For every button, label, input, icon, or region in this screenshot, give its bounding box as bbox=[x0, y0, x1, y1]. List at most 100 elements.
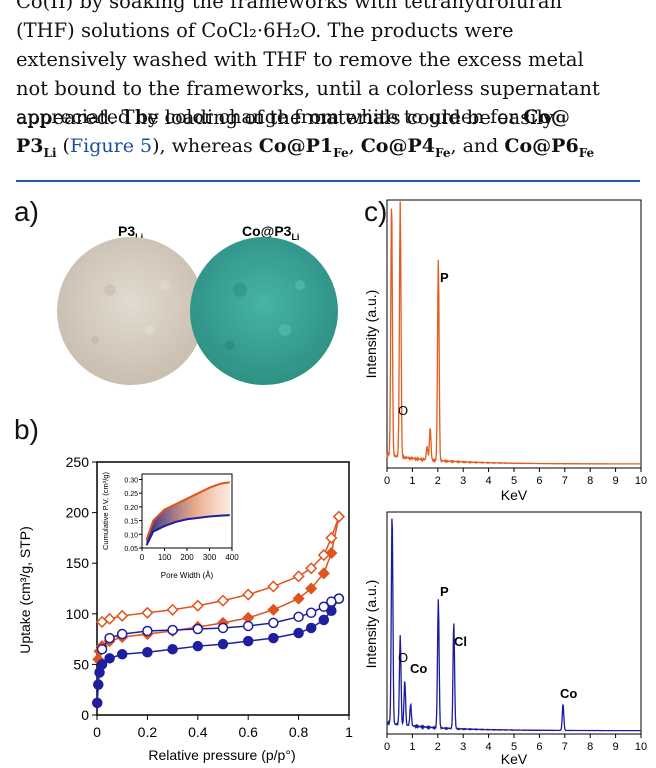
isotherm-point bbox=[142, 647, 153, 658]
peak-label-o-bottom: O bbox=[398, 650, 408, 665]
y-tick-label: 100 bbox=[66, 606, 90, 622]
isotherm-y-ticks: 0 50 100 150 200 250 bbox=[66, 454, 97, 723]
peak-label-cl: Cl bbox=[454, 634, 467, 649]
inset-x-tick-label: 200 bbox=[180, 553, 194, 562]
edx-x-tick-label: 2 bbox=[435, 475, 441, 487]
isotherm-point bbox=[318, 614, 330, 626]
y-tick-label: 0 bbox=[81, 707, 89, 723]
isotherm-x-label: Relative pressure (p/p°) bbox=[148, 747, 295, 763]
inset-y-tick-label: 0.25 bbox=[124, 491, 138, 498]
edx-x-tick-label: 4 bbox=[486, 475, 492, 487]
peak-label-p-bottom: P bbox=[440, 584, 449, 599]
isotherm-point bbox=[116, 609, 129, 622]
inset-x-tick-label: 300 bbox=[203, 553, 217, 562]
isotherm-point bbox=[242, 635, 254, 647]
text-line-5: appreciated by color change from white t… bbox=[16, 106, 570, 128]
edx-top-x-label: KeV bbox=[501, 487, 528, 503]
isotherm-series bbox=[92, 510, 345, 709]
isotherm-point bbox=[332, 510, 345, 523]
isotherm-y-label: Uptake (cm³/g, STP) bbox=[17, 526, 33, 654]
isotherm-point bbox=[95, 615, 109, 628]
inset-x-label: Pore Width (Å) bbox=[161, 571, 214, 580]
isotherm-point bbox=[92, 697, 103, 709]
edx-x-tick-label: 1 bbox=[409, 741, 415, 753]
inset-y-tick-label: 0.20 bbox=[124, 505, 138, 512]
peak-label-o-top: O bbox=[398, 403, 408, 418]
co-p1-ref: Co@P1Fe bbox=[258, 135, 349, 160]
edx-spectrum-top: 0 1 2 3 4 5 6 7 8 9 10 Intensity (a.u.) KeV P O bbox=[363, 199, 647, 503]
edx-top-trace bbox=[386, 201, 641, 465]
edx-x-tick-label: 7 bbox=[562, 741, 568, 753]
sample-texture bbox=[91, 280, 305, 350]
figure-separator bbox=[16, 180, 640, 182]
isotherm-point bbox=[192, 640, 204, 652]
peak-label-co-low: Co bbox=[410, 661, 427, 676]
edx-x-tick-label: 5 bbox=[511, 741, 517, 753]
inset-series bbox=[145, 481, 230, 546]
isotherm-point bbox=[305, 607, 317, 619]
edx-x-tick-label: 6 bbox=[536, 475, 542, 487]
isotherm-point bbox=[142, 625, 153, 637]
isotherm-point bbox=[116, 649, 128, 660]
peak-label-co-high: Co bbox=[560, 686, 577, 701]
y-tick-label: 150 bbox=[66, 555, 90, 571]
isotherm-point bbox=[268, 632, 279, 644]
inset-line bbox=[145, 514, 230, 546]
isotherm-point bbox=[141, 606, 154, 619]
isotherm-point bbox=[217, 622, 229, 634]
edx-x-tick-label: 3 bbox=[460, 475, 466, 487]
isotherm-point bbox=[293, 627, 304, 639]
edx-x-tick-label: 8 bbox=[587, 475, 593, 487]
panel-c-label: c) bbox=[364, 196, 388, 227]
isotherm-point bbox=[317, 567, 330, 580]
inset-fill-area bbox=[146, 482, 230, 546]
figure-5-link[interactable]: Figure 5 bbox=[69, 135, 153, 157]
isotherm-point bbox=[242, 588, 255, 601]
isotherm-point bbox=[191, 599, 204, 612]
isotherm-point bbox=[325, 531, 338, 544]
edx-x-tick-label: 0 bbox=[384, 741, 390, 753]
isotherm-point bbox=[166, 603, 179, 616]
edx-x-tick-label: 9 bbox=[613, 741, 619, 753]
inset-line bbox=[145, 481, 230, 541]
isotherm-point bbox=[305, 562, 318, 575]
text-line-6: P3Li (Figure 5), whereas Co@P1Fe, Co@P4F… bbox=[16, 135, 595, 160]
x-tick-label: 0 bbox=[93, 724, 101, 740]
x-tick-label: 0.4 bbox=[188, 724, 208, 740]
sample-label-co-p3li: Co@P3Li bbox=[242, 223, 299, 242]
text-line-0: Co(II) by soaking the frameworks with te… bbox=[16, 0, 563, 13]
edx-bottom-x-label: KeV bbox=[501, 751, 528, 767]
inset-x-ticks: 0 100 200 300 400 bbox=[140, 548, 239, 562]
edx-top-x-ticks: 0 1 2 3 4 5 6 7 8 9 10 bbox=[384, 468, 647, 487]
x-tick-label: 0.8 bbox=[289, 724, 309, 740]
isotherm-point bbox=[268, 617, 279, 629]
inset-x-tick-label: 0 bbox=[140, 553, 145, 562]
isotherm-plot: 0 50 100 150 200 250 0 0.2 0.4 0.6 0.8 1 Uptake (c… bbox=[17, 454, 353, 763]
edx-spectrum-bottom: 0 1 2 3 4 5 6 7 8 9 10 Intensity (a.u.) KeV P Cl O… bbox=[363, 511, 647, 767]
text-line-3: not bound to the frameworks, until a col… bbox=[16, 77, 600, 100]
edx-x-tick-label: 7 bbox=[562, 475, 568, 487]
green-sample-disc bbox=[190, 237, 338, 385]
isotherm-point bbox=[104, 632, 115, 644]
y-tick-label: 50 bbox=[73, 656, 89, 672]
isotherm-point bbox=[326, 596, 337, 607]
edx-bottom-x-ticks: 0 1 2 3 4 5 6 7 8 9 10 bbox=[384, 734, 647, 753]
inset-y-tick-label: 0.05 bbox=[124, 546, 138, 553]
edx-x-tick-label: 0 bbox=[384, 475, 390, 487]
isotherm-point bbox=[317, 549, 330, 562]
isotherm-point bbox=[242, 620, 254, 632]
inset-y-tick-label: 0.10 bbox=[124, 532, 138, 539]
isotherm-point bbox=[96, 659, 108, 670]
edx-bottom-y-label: Intensity (a.u.) bbox=[363, 580, 379, 669]
y-tick-label: 250 bbox=[66, 454, 90, 470]
edx-bottom-trace bbox=[386, 518, 641, 732]
inset-x-tick-label: 100 bbox=[158, 553, 172, 562]
edx-x-tick-label: 10 bbox=[635, 475, 647, 487]
isotherm-point bbox=[167, 624, 178, 636]
p3li-ref: P3Li bbox=[16, 135, 57, 160]
isotherm-point bbox=[267, 580, 280, 593]
edx-top-y-label: Intensity (a.u.) bbox=[363, 290, 379, 379]
text-line-4: appeared. The loading of the materials c… bbox=[16, 106, 554, 129]
isotherm-point bbox=[318, 601, 330, 612]
edx-x-tick-label: 3 bbox=[460, 741, 466, 753]
